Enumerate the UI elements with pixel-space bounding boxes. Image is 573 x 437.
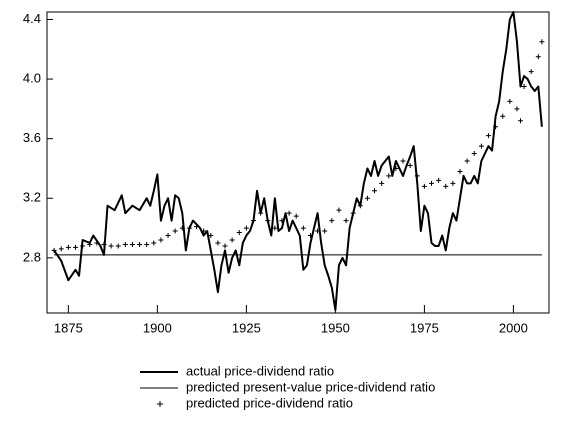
marker	[265, 218, 271, 224]
marker	[464, 158, 470, 164]
marker	[172, 228, 178, 234]
y-tick-label: 2.8	[23, 249, 41, 264]
marker	[222, 243, 228, 249]
marker	[372, 188, 378, 194]
marker	[122, 241, 128, 247]
marker	[493, 124, 499, 130]
marker	[507, 98, 513, 104]
marker	[421, 183, 427, 189]
marker	[144, 241, 150, 247]
marker	[194, 224, 200, 230]
x-tick-label: 1925	[232, 320, 261, 335]
marker	[436, 177, 442, 183]
x-tick-label: 1875	[54, 320, 83, 335]
marker	[236, 230, 242, 236]
marker	[535, 54, 541, 60]
legend-label: predicted price-dividend ratio	[186, 395, 353, 410]
legend-label: actual price-dividend ratio	[186, 363, 334, 378]
marker	[279, 218, 285, 224]
marker	[457, 168, 463, 174]
marker	[471, 151, 477, 157]
marker	[208, 233, 214, 239]
marker	[393, 165, 399, 171]
marker	[101, 241, 107, 247]
marker	[94, 240, 100, 246]
marker	[343, 218, 349, 224]
y-tick-label: 3.2	[23, 190, 41, 205]
marker	[329, 218, 335, 224]
marker	[65, 244, 71, 250]
marker	[307, 233, 313, 239]
marker	[72, 244, 78, 250]
marker	[258, 210, 264, 216]
marker	[500, 113, 506, 119]
x-tick-label: 1975	[410, 320, 439, 335]
marker	[414, 173, 420, 179]
marker	[108, 243, 114, 249]
marker	[485, 133, 491, 139]
marker	[521, 84, 527, 90]
x-tick-label: 1950	[321, 320, 350, 335]
x-tick-label: 1900	[143, 320, 172, 335]
marker	[350, 210, 356, 216]
marker	[300, 225, 306, 231]
marker	[539, 39, 545, 45]
marker	[514, 106, 520, 112]
marker	[528, 69, 534, 75]
marker	[478, 143, 484, 149]
marker	[250, 218, 256, 224]
y-tick-label: 3.6	[23, 130, 41, 145]
marker	[336, 207, 342, 213]
marker	[429, 180, 435, 186]
marker	[315, 228, 321, 234]
marker	[443, 183, 449, 189]
marker	[322, 228, 328, 234]
marker	[80, 243, 86, 249]
marker	[379, 180, 385, 186]
legend-label: predicted present-value price-dividend r…	[186, 379, 435, 394]
marker	[243, 225, 249, 231]
plot-frame	[46, 11, 550, 314]
marker	[407, 162, 413, 168]
marker	[201, 228, 207, 234]
x-tick-label: 2000	[499, 320, 528, 335]
marker	[158, 237, 164, 243]
marker	[179, 225, 185, 231]
marker	[518, 118, 524, 124]
y-tick-label: 4.0	[23, 70, 41, 85]
marker	[286, 210, 292, 216]
legend-marker	[157, 401, 163, 407]
marker	[229, 237, 235, 243]
marker	[165, 233, 171, 239]
marker	[137, 241, 143, 247]
marker	[386, 173, 392, 179]
marker	[115, 243, 121, 249]
marker	[364, 195, 370, 201]
marker	[51, 247, 57, 253]
marker	[87, 241, 93, 247]
marker	[450, 180, 456, 186]
marker	[151, 240, 157, 246]
marker	[272, 225, 278, 231]
y-tick-label: 4.4	[23, 11, 41, 26]
marker	[357, 203, 363, 209]
marker	[293, 213, 299, 219]
marker	[186, 225, 192, 231]
marker	[400, 158, 406, 164]
marker	[215, 240, 221, 246]
marker	[58, 246, 64, 252]
series-line	[53, 11, 543, 312]
marker	[129, 241, 135, 247]
